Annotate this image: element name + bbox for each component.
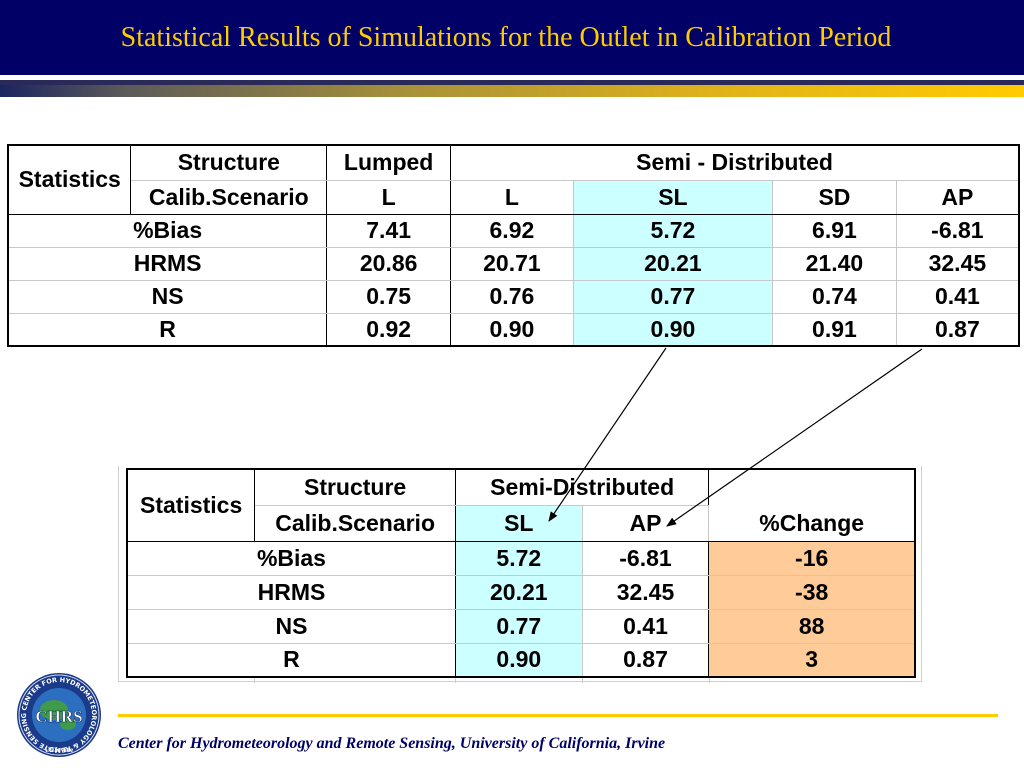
table-row: HRMS 20.21 32.45 -38 <box>126 574 916 610</box>
header-gold-gradient <box>0 85 1024 97</box>
table-cell: 20.21 <box>454 574 583 610</box>
change-cell: 3 <box>708 642 916 678</box>
table-cell: -6.81 <box>581 540 710 576</box>
row-label: HRMS <box>126 574 456 610</box>
scenario-header: L <box>450 179 574 215</box>
row-label: R <box>126 642 456 678</box>
table-cell: 0.41 <box>581 608 710 644</box>
scenario-header: L <box>326 179 452 215</box>
row-label: NS <box>126 608 456 644</box>
scenario-header: AP <box>581 504 710 542</box>
row-label: R <box>7 312 328 347</box>
statistics-header: Statistics <box>7 144 132 215</box>
table-row: %Bias 5.72 -6.81 -16 <box>126 540 916 576</box>
table-cell: 20.86 <box>326 246 452 281</box>
table-row: NS 0.77 0.41 88 <box>126 608 916 644</box>
table-cell: 0.77 <box>454 608 583 644</box>
header-stripe <box>0 75 1024 80</box>
table-cell: 7.41 <box>326 213 452 248</box>
statistics-header: Statistics <box>126 468 256 542</box>
table-cell: 0.87 <box>895 312 1020 347</box>
table-cell: 6.91 <box>772 213 897 248</box>
table-cell: 0.87 <box>581 642 710 678</box>
table-cell: -6.81 <box>895 213 1020 248</box>
ghost-gridline <box>582 678 583 683</box>
ghost-gridline <box>118 466 119 682</box>
table-cell: 5.72 <box>572 213 774 248</box>
table-cell: 32.45 <box>581 574 710 610</box>
calib-scenario-header: Calib.Scenario <box>254 504 456 542</box>
header-bar: Statistical Results of Simulations for t… <box>0 0 1024 75</box>
row-label: NS <box>7 279 328 314</box>
table-row: NS 0.75 0.76 0.77 0.74 0.41 <box>7 279 1020 314</box>
table-row: HRMS 20.86 20.71 20.21 21.40 32.45 <box>7 246 1020 281</box>
logo-bottom-text: UCIrvine <box>45 746 73 754</box>
footer-divider <box>118 714 998 717</box>
table-cell: 0.76 <box>450 279 574 314</box>
table-cell: 0.92 <box>326 312 452 347</box>
calib-scenario-header: Calib.Scenario <box>130 179 328 215</box>
logo-mark: CHRS <box>35 707 82 726</box>
table-cell: 20.21 <box>572 246 774 281</box>
table-row: R 0.92 0.90 0.90 0.91 0.87 <box>7 312 1020 347</box>
row-label: HRMS <box>7 246 328 281</box>
table-cell: 0.90 <box>572 312 774 347</box>
table-cell: 0.75 <box>326 279 452 314</box>
table-cell: 0.91 <box>772 312 897 347</box>
table-cell: 5.72 <box>454 540 583 576</box>
semi-distributed-header: Semi - Distributed <box>450 144 1020 181</box>
semi-distributed-header: Semi-Distributed <box>454 468 710 506</box>
table-cell: 6.92 <box>450 213 574 248</box>
change-cell: -16 <box>708 540 916 576</box>
change-cell: -38 <box>708 574 916 610</box>
row-label: %Bias <box>7 213 328 248</box>
table-row: R 0.90 0.87 3 <box>126 642 916 678</box>
table-cell: 0.90 <box>454 642 583 678</box>
statistics-table-full: Statistics Structure Lumped Semi - Distr… <box>7 144 1020 347</box>
structure-header: Structure <box>130 144 328 181</box>
scenario-header: SD <box>772 179 897 215</box>
lumped-header: Lumped <box>326 144 452 181</box>
row-label: %Bias <box>126 540 456 576</box>
header-stripe <box>0 80 1024 85</box>
table-cell: 0.74 <box>772 279 897 314</box>
slide-title: Statistical Results of Simulations for t… <box>120 22 892 53</box>
table-cell: 0.77 <box>572 279 774 314</box>
table-row: %Bias 7.41 6.92 5.72 6.91 -6.81 <box>7 213 1020 248</box>
ghost-gridline <box>709 678 710 683</box>
scenario-header: SL <box>454 504 583 542</box>
structure-header: Structure <box>254 468 456 506</box>
percent-change-header: %Change <box>708 468 916 542</box>
change-cell: 88 <box>708 608 916 644</box>
footer-text: Center for Hydrometeorology and Remote S… <box>118 735 666 752</box>
chrs-logo: CENTER FOR HYDROMETEOROLOGY & REMOTE SEN… <box>17 673 101 757</box>
ghost-gridline <box>118 681 922 682</box>
ghost-gridline <box>254 678 255 683</box>
ghost-gridline <box>921 466 922 682</box>
ghost-gridline <box>455 678 456 683</box>
statistics-table-comparison: Statistics Structure Semi-Distributed %C… <box>126 468 916 678</box>
table-cell: 21.40 <box>772 246 897 281</box>
table-cell: 20.71 <box>450 246 574 281</box>
table-cell: 32.45 <box>895 246 1020 281</box>
scenario-header: SL <box>572 179 774 215</box>
table-cell: 0.90 <box>450 312 574 347</box>
table-cell: 0.41 <box>895 279 1020 314</box>
scenario-header: AP <box>895 179 1020 215</box>
